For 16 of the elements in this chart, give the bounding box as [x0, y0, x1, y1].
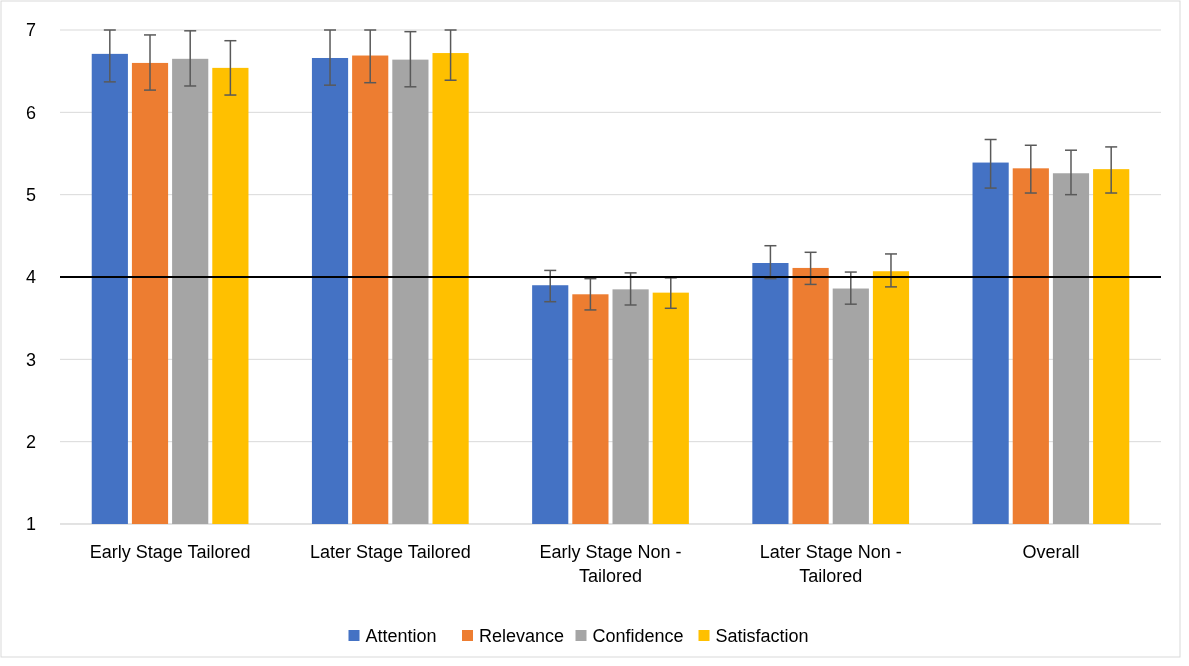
y-tick-label: 2 [25, 431, 36, 452]
x-tick-label: Overall [1022, 542, 1080, 562]
y-tick-label: 4 [25, 267, 36, 288]
x-tick-label: Later Stage Non - Tailored [759, 542, 902, 586]
legend-label: Relevance [479, 626, 565, 647]
y-tick-label: 7 [25, 20, 36, 41]
y-tick-label: 6 [25, 102, 36, 123]
x-tick-label: Early Stage Non - Tailored [539, 542, 682, 586]
x-tick-label: Early Stage Tailored [89, 542, 251, 562]
y-tick-label: 3 [25, 349, 36, 370]
legend-label: Satisfaction [715, 626, 809, 647]
y-tick-label: 5 [25, 184, 36, 205]
y-tick-label: 1 [25, 514, 36, 535]
legend-label: Attention [365, 626, 437, 647]
x-tick-label: Later Stage Tailored [309, 542, 471, 562]
legend-label: Confidence [592, 626, 684, 647]
